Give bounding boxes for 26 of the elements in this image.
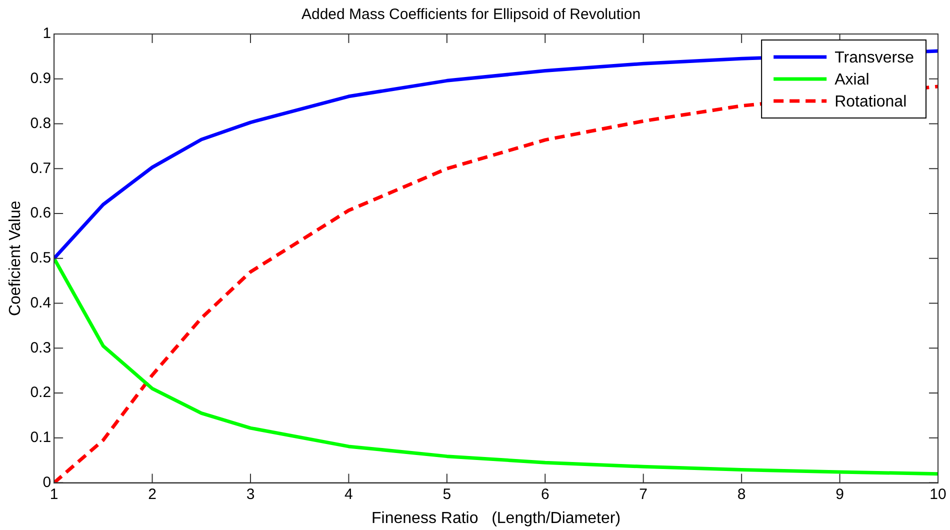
y-tick-label: 0.7	[30, 160, 52, 177]
y-tick-label: 1	[42, 25, 52, 42]
x-tick-label: 7	[639, 486, 648, 503]
x-tick-label: 5	[442, 486, 452, 503]
x-axis-title: Fineness Ratio (Length/Diameter)	[372, 510, 621, 527]
y-tick-label: 0.3	[30, 339, 52, 356]
legend-label: Transverse	[834, 49, 914, 66]
y-axis-title: Coeficient Value	[7, 200, 24, 316]
legend-label: Axial	[834, 71, 870, 88]
x-tick-label: 8	[737, 486, 746, 503]
chart-title: Added Mass Coefficients for Ellipsoid of Revolution	[301, 6, 641, 24]
y-tick-label: 0.5	[30, 250, 52, 267]
y-tick-label: 0.8	[30, 114, 52, 132]
y-tick-label: 0.9	[30, 70, 52, 88]
x-tick-label: 4	[344, 486, 353, 503]
x-tick-label: 2	[148, 486, 156, 503]
y-tick-label: 0.6	[30, 204, 52, 222]
y-tick-label: 0	[42, 474, 52, 491]
y-tick-label: 0.1	[30, 429, 52, 446]
x-tick-label: 9	[836, 486, 844, 503]
x-tick-label: 6	[540, 486, 550, 503]
y-tick-label: 0.2	[30, 384, 52, 402]
x-tick-label: 10	[930, 486, 946, 503]
y-tick-label: 0.4	[30, 294, 52, 312]
x-tick-label: 3	[246, 486, 255, 503]
legend-label: Rotational	[834, 93, 907, 110]
